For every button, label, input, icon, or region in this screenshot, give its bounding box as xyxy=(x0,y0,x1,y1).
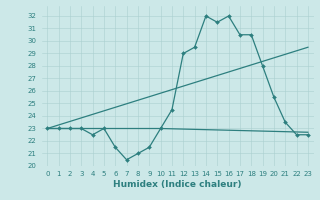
X-axis label: Humidex (Indice chaleur): Humidex (Indice chaleur) xyxy=(113,180,242,189)
